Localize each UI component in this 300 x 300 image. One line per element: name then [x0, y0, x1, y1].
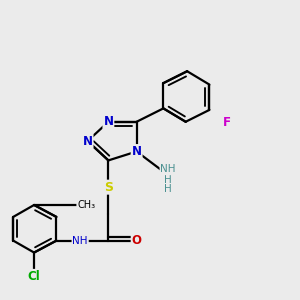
- Text: H: H: [164, 175, 172, 185]
- Text: S: S: [104, 181, 113, 194]
- Text: H: H: [164, 184, 172, 194]
- Text: O: O: [132, 234, 142, 247]
- Text: NH: NH: [160, 164, 176, 174]
- Text: N: N: [132, 145, 142, 158]
- Text: N: N: [103, 115, 113, 128]
- Text: NH: NH: [72, 236, 88, 246]
- Text: F: F: [223, 116, 231, 129]
- Text: Cl: Cl: [28, 270, 40, 283]
- Text: CH₃: CH₃: [77, 200, 95, 210]
- Text: N: N: [82, 135, 93, 148]
